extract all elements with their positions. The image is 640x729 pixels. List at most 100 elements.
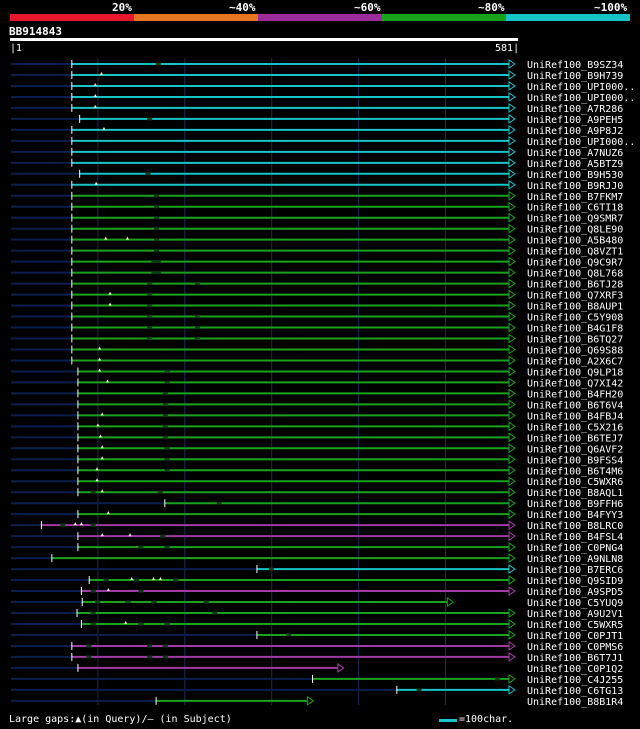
hit-arrow-head <box>508 487 516 498</box>
hit-row: UniRef100_Q8VZT1 <box>11 245 623 258</box>
subject-gap <box>162 402 168 406</box>
query-gap-marker <box>104 236 108 240</box>
query-gap-marker <box>100 412 104 416</box>
hit-name: UniRef100_Q9LP18 <box>527 367 623 378</box>
query-gap-marker <box>124 620 128 624</box>
query-gap-marker <box>108 302 112 306</box>
subject-gap <box>162 391 168 395</box>
hit-name: UniRef100_Q69S88 <box>527 345 623 356</box>
hit-arrow-head <box>508 135 516 146</box>
hit-name: UniRef100_Q8VZT1 <box>527 247 623 258</box>
hit-row: UniRef100_C6TG13 <box>11 684 623 697</box>
subject-gap <box>160 534 166 538</box>
hit-name: UniRef100_C0PJT1 <box>527 631 623 642</box>
identity-legend: 20% ~40% ~60% ~80% ~100% <box>0 0 640 14</box>
hit-arrow-head <box>508 146 516 157</box>
hit-name: UniRef100_Q8LE90 <box>527 225 623 236</box>
hit-arrow-head <box>508 388 516 399</box>
hit-name: UniRef100_UPI000.. <box>527 93 635 104</box>
hit-row: UniRef100_A5BTZ9 <box>11 157 623 170</box>
hit-name: UniRef100_C0PNG4 <box>527 543 623 554</box>
hit-arrow-head <box>508 256 516 267</box>
hit-arrow-head <box>508 322 516 333</box>
hit-row: UniRef100_B9FSS4 <box>11 454 623 466</box>
query-gap-marker <box>93 104 97 108</box>
subject-gap <box>162 655 168 659</box>
hit-row: UniRef100_A7R286 <box>11 102 623 115</box>
query-gap-marker <box>152 577 156 581</box>
ruler-end: 581 <box>495 43 519 54</box>
hit-name: UniRef100_A9NLN8 <box>527 554 623 565</box>
subject-gap <box>157 490 163 494</box>
hit-row: UniRef100_B9FFH6 <box>11 498 623 510</box>
subject-gap <box>162 644 168 648</box>
hit-row: UniRef100_A9P8J2 <box>11 124 623 137</box>
hit-row: UniRef100_Q7XRF3 <box>11 289 623 302</box>
query-gap-marker <box>105 379 109 383</box>
hit-row: UniRef100_UPI000.. <box>11 135 635 148</box>
hit-row: UniRef100_B9RJJ0 <box>11 179 623 192</box>
hit-row: UniRef100_Q69S88 <box>11 344 623 356</box>
legend-label-100: ~100% <box>594 1 628 14</box>
subject-gap <box>155 62 161 66</box>
hit-name: UniRef100_B8AUP1 <box>527 302 623 313</box>
hit-arrow-head <box>508 344 516 355</box>
hit-name: UniRef100_B9FSS4 <box>527 455 623 466</box>
subject-gap <box>147 337 153 340</box>
hit-name: UniRef100_C5X216 <box>527 422 623 433</box>
hit-row: UniRef100_C5Y908 <box>11 311 623 324</box>
query-gap-marker <box>100 445 104 449</box>
hit-arrow-head <box>508 278 516 289</box>
hit-name: UniRef100_B7ERC6 <box>527 565 623 576</box>
hit-name: UniRef100_B9H530 <box>527 170 623 181</box>
hit-name: UniRef100_B9RJJ0 <box>527 181 623 192</box>
hit-row: UniRef100_B6T7J1 <box>11 651 623 664</box>
subject-gap <box>151 271 157 275</box>
hit-name: UniRef100_B9SZ34 <box>527 60 623 71</box>
subject-gap <box>162 424 168 428</box>
hit-row: UniRef100_B4FH20 <box>11 388 623 400</box>
query-gap-marker <box>94 181 98 185</box>
footer-gaps-legend: Large gaps:▲(in Query)/– (in Subject) <box>9 714 232 725</box>
legend-label-20: 20% <box>112 1 132 14</box>
subject-gap <box>147 304 153 308</box>
subject-gap <box>155 260 161 264</box>
hit-name: UniRef100_B6T4M6 <box>527 466 623 477</box>
subject-gap <box>86 655 92 659</box>
hit-arrow-head <box>508 432 516 443</box>
hit-row: UniRef100_A9SPD5 <box>11 586 623 598</box>
query-gap-marker <box>106 511 110 515</box>
hit-arrow-head <box>508 157 516 168</box>
hit-arrow-head <box>508 564 516 575</box>
query-gap-marker <box>93 93 97 97</box>
hit-arrow-head <box>508 289 516 300</box>
hit-arrow-head <box>508 476 516 487</box>
hit-name: UniRef100_B6TEJ7 <box>527 433 623 444</box>
subject-gap <box>138 622 144 626</box>
query-gap-marker <box>96 423 100 427</box>
subject-gap <box>138 589 144 593</box>
subject-gap <box>194 282 200 286</box>
hit-row: UniRef100_B6T4M6 <box>11 465 623 477</box>
hit-row: UniRef100_B8AUP1 <box>11 300 623 313</box>
subject-gap <box>147 644 153 648</box>
hit-row: UniRef100_C0P1Q2 <box>11 662 623 675</box>
hit-name: UniRef100_C0P1Q2 <box>527 664 623 675</box>
hit-row: UniRef100_C5X216 <box>11 421 623 433</box>
hit-arrow-head <box>337 662 345 673</box>
hit-name: UniRef100_A9PEH5 <box>527 115 623 126</box>
subject-gap <box>90 490 96 494</box>
hit-arrow-head <box>508 673 516 684</box>
subject-gap <box>147 293 153 297</box>
hit-arrow-head <box>508 311 516 322</box>
hit-arrow-head <box>446 597 455 607</box>
subject-gap <box>154 216 160 220</box>
query-gap-marker <box>106 588 110 592</box>
subject-gap <box>151 600 157 604</box>
hit-row: UniRef100_B6T6V4 <box>11 399 623 411</box>
color-segment-80 <box>382 14 506 21</box>
query-gap-marker <box>125 236 129 240</box>
hit-row: UniRef100_B6TEJ7 <box>11 432 623 444</box>
hit-name: UniRef100_B8B1R4 <box>527 697 623 708</box>
hit-arrow-head <box>508 234 516 245</box>
